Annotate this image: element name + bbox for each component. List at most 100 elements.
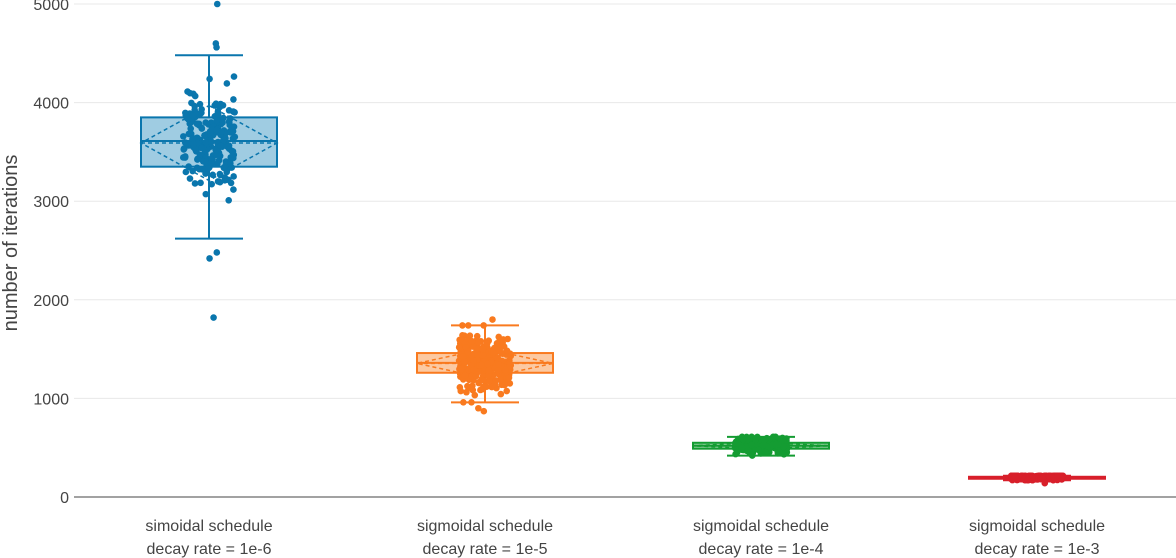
data-point <box>507 352 515 360</box>
data-point <box>202 139 210 146</box>
data-point <box>192 146 199 153</box>
data-point <box>479 351 487 359</box>
data-point <box>738 444 746 452</box>
data-point <box>227 179 235 187</box>
data-point <box>471 391 479 399</box>
data-point <box>228 153 236 161</box>
data-point <box>198 125 206 132</box>
data-point <box>201 132 208 139</box>
x-category-label: simoidal schedule decay rate = 1e-6 <box>145 518 272 558</box>
data-point <box>468 338 476 345</box>
data-point <box>188 99 195 107</box>
data-point <box>230 123 238 130</box>
data-point <box>187 125 195 132</box>
data-point <box>182 109 189 117</box>
data-point <box>198 109 205 117</box>
data-point <box>230 96 237 103</box>
sd-diamond <box>139 104 279 182</box>
sd-diamond <box>416 347 554 379</box>
outlier-point <box>213 44 220 51</box>
data-point <box>755 446 762 454</box>
data-point <box>461 372 469 379</box>
data-point <box>485 372 492 379</box>
x-category-label-line: sigmoidal schedule <box>969 518 1105 535</box>
data-point <box>191 92 199 100</box>
data-point <box>780 443 787 451</box>
data-point <box>503 387 511 395</box>
data-point <box>202 190 210 198</box>
data-point <box>229 108 237 115</box>
data-point <box>207 129 214 136</box>
data-point <box>217 142 224 150</box>
data-points <box>455 316 515 415</box>
data-point <box>180 133 187 140</box>
data-point <box>189 135 196 143</box>
data-point <box>223 80 231 87</box>
outlier-point <box>213 249 221 256</box>
data-point <box>191 180 199 187</box>
data-point <box>752 436 759 444</box>
data-point <box>226 119 233 126</box>
data-point <box>1011 473 1019 481</box>
data-point <box>185 163 192 170</box>
data-point <box>762 449 769 456</box>
data-point <box>505 374 513 382</box>
y-tick-label: 3000 <box>33 194 69 211</box>
data-point <box>464 348 472 356</box>
data-point <box>224 143 231 150</box>
data-point <box>484 360 491 368</box>
data-point <box>470 366 478 374</box>
data-point <box>459 353 467 360</box>
data-point <box>229 135 237 142</box>
data-point <box>485 366 492 374</box>
x-category-label: sigmoidal schedule decay rate = 1e-3 <box>969 518 1105 558</box>
box-series <box>139 0 1106 487</box>
outlier-point <box>489 316 496 323</box>
data-point <box>502 366 509 374</box>
data-point <box>182 168 190 176</box>
data-point <box>479 345 486 353</box>
data-point <box>460 399 467 406</box>
data-point <box>196 100 204 108</box>
data-point <box>189 112 197 119</box>
data-point <box>495 361 503 368</box>
data-point <box>760 441 768 449</box>
data-point <box>202 170 209 177</box>
data-point <box>194 156 201 163</box>
data-point <box>475 338 482 346</box>
outlier-point <box>213 0 221 8</box>
data-point <box>498 349 506 357</box>
y-tick-label: 5000 <box>33 0 69 14</box>
data-point <box>227 159 234 167</box>
data-point <box>190 140 197 148</box>
data-point <box>183 114 191 122</box>
data-point <box>483 383 491 391</box>
data-point <box>208 138 215 145</box>
data-point <box>739 436 747 443</box>
data-point <box>463 388 470 396</box>
data-point <box>219 119 226 126</box>
x-category-label-line: sigmoidal schedule <box>693 518 829 535</box>
outlier-point <box>480 407 488 415</box>
data-point <box>194 134 201 142</box>
data-point <box>212 100 220 107</box>
data-point <box>499 339 506 346</box>
grid-lines <box>74 3 1176 498</box>
data-point <box>230 186 237 193</box>
box-group <box>968 472 1106 487</box>
outlier-point <box>210 314 217 321</box>
data-point <box>193 164 201 172</box>
box-group <box>692 433 830 459</box>
data-point <box>733 446 740 453</box>
data-point <box>214 160 221 168</box>
data-point <box>202 119 210 126</box>
data-point <box>184 139 192 147</box>
data-point <box>501 381 508 389</box>
data-point <box>230 173 237 180</box>
x-category-label-line: decay rate = 1e-6 <box>147 541 272 558</box>
data-point <box>199 158 207 165</box>
data-point <box>229 148 236 156</box>
data-point <box>209 171 217 179</box>
data-point <box>748 452 756 459</box>
